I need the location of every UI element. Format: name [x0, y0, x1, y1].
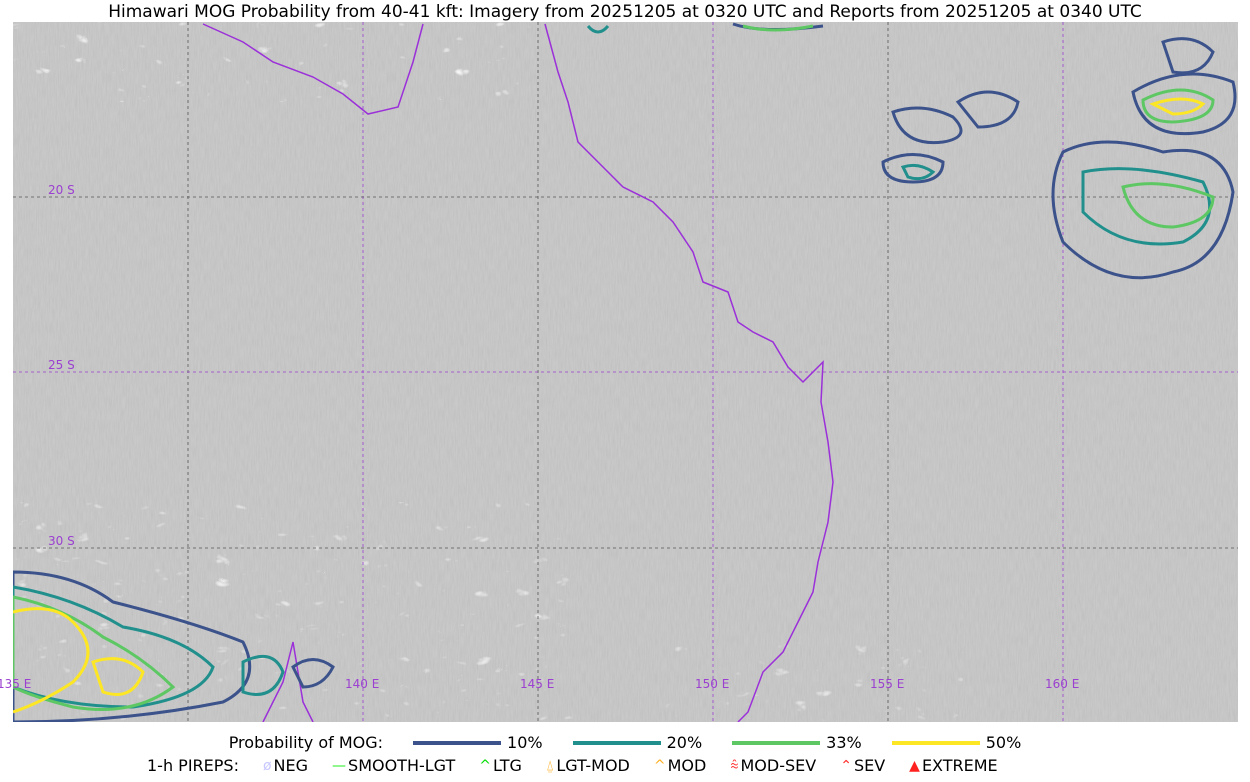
cloud-band-south: [13, 502, 573, 722]
line-icon: —: [332, 757, 347, 774]
pirep-label: MOD-SEV: [740, 756, 817, 775]
pirep-legend-title: 1-h PIREPS:: [147, 756, 239, 775]
pirep-label: EXTREME: [921, 756, 998, 775]
probability-label: 10%: [507, 733, 543, 752]
longitude-label: 150 E: [695, 677, 730, 691]
pirep-label: NEG: [273, 756, 309, 775]
latitude-label: 20 S: [48, 183, 75, 197]
probability-swatch: [732, 740, 821, 745]
mog-contours-southwest: [13, 570, 335, 722]
probability-swatch: [572, 740, 661, 745]
caret-icon: ^: [653, 757, 666, 774]
coastline-east: [544, 23, 834, 722]
coastline-south: [262, 641, 314, 722]
probability-label: 20%: [666, 733, 703, 752]
probability-legend: Probability of MOG: 10% 20% 33% 50%: [0, 733, 1250, 752]
double-caret-bar-icon: ⩯: [730, 757, 739, 774]
graticule: [13, 22, 1238, 722]
longitude-label: 135 E: [0, 677, 32, 691]
pirep-legend: 1-h PIREPS: ø NEG — SMOOTH-LGT ^ LTG ⍙ LGT-MOD ^…: [0, 756, 1250, 775]
caret-bar-icon: ⍙: [545, 757, 555, 774]
chart-title: Himawari MOG Probability from 40-41 kft:…: [108, 2, 1142, 22]
latitude-label: 25 S: [48, 358, 75, 372]
longitude-label: 155 E: [870, 677, 905, 691]
pirep-label: LGT-MOD: [556, 756, 630, 775]
probability-label: 50%: [985, 733, 1022, 752]
longitude-label: 160 E: [1045, 677, 1080, 691]
pirep-label: SEV: [853, 756, 886, 775]
longitude-label: 145 E: [520, 677, 555, 691]
longitude-label: 140 E: [345, 677, 380, 691]
satellite-map[interactable]: [13, 22, 1238, 722]
pirep-label: MOD: [667, 756, 707, 775]
neg-circle-slash-icon: ø: [262, 757, 272, 774]
pirep-label: LTG: [493, 756, 522, 775]
caret-icon: ^: [479, 757, 492, 774]
probability-swatch: [413, 740, 502, 745]
probability-swatch: [891, 740, 980, 745]
filled-triangle-icon: ▲: [909, 757, 920, 774]
mog-contours-northeast: [586, 22, 1237, 280]
latitude-label: 30 S: [48, 534, 75, 548]
coastline: [202, 23, 424, 115]
probability-label: 33%: [826, 733, 862, 752]
pirep-label: SMOOTH-LGT: [348, 756, 456, 775]
double-caret-icon: ⌃: [840, 757, 852, 774]
probability-legend-title: Probability of MOG:: [228, 733, 384, 752]
